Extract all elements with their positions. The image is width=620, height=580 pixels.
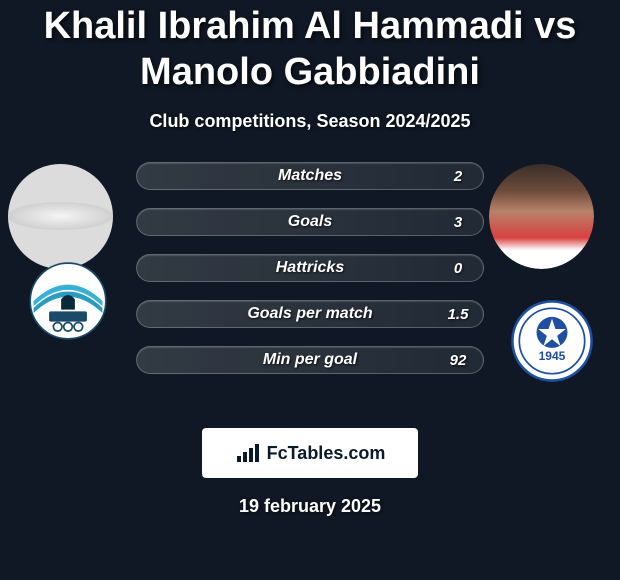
- shield-icon: [18, 258, 118, 344]
- club-left-badge: [18, 258, 118, 344]
- page-title: Khalil Ibrahim Al Hammadi vs Manolo Gabb…: [0, 0, 620, 95]
- brand-badge[interactable]: FcTables.com: [202, 428, 418, 478]
- stat-row-min-per-goal: Min per goal 92: [136, 346, 484, 374]
- stat-right-value: 92: [433, 352, 483, 369]
- stat-row-hattricks: Hattricks 0: [136, 254, 484, 282]
- stat-right-value: 0: [433, 260, 483, 277]
- stat-label: Goals: [187, 213, 433, 231]
- subtitle: Club competitions, Season 2024/2025: [0, 111, 620, 132]
- stat-label: Goals per match: [187, 305, 433, 323]
- date-label: 19 february 2025: [0, 496, 620, 517]
- stat-row-matches: Matches 2: [136, 162, 484, 190]
- stat-row-goals-per-match: Goals per match 1.5: [136, 300, 484, 328]
- stat-label: Min per goal: [187, 351, 433, 369]
- stat-right-value: 3: [433, 214, 483, 231]
- stat-label: Hattricks: [187, 259, 433, 277]
- player-right-photo: [489, 164, 594, 269]
- club-right-badge: 1945: [502, 298, 602, 384]
- player-left-photo: [8, 164, 113, 269]
- stat-label: Matches: [187, 167, 433, 185]
- player-image: [489, 164, 594, 269]
- club-year-text: 1945: [539, 349, 566, 363]
- comparison-area: 1945 Matches 2 Goals 3 Hattricks 0 Goals…: [0, 162, 620, 422]
- stat-right-value: 2: [433, 168, 483, 185]
- shield-icon: 1945: [502, 298, 602, 384]
- stats-list: Matches 2 Goals 3 Hattricks 0 Goals per …: [136, 162, 484, 392]
- placeholder-icon: [8, 202, 113, 230]
- stat-row-goals: Goals 3: [136, 208, 484, 236]
- bar-chart-icon: [235, 442, 261, 464]
- stat-right-value: 1.5: [433, 306, 483, 323]
- brand-name: FcTables.com: [267, 443, 386, 464]
